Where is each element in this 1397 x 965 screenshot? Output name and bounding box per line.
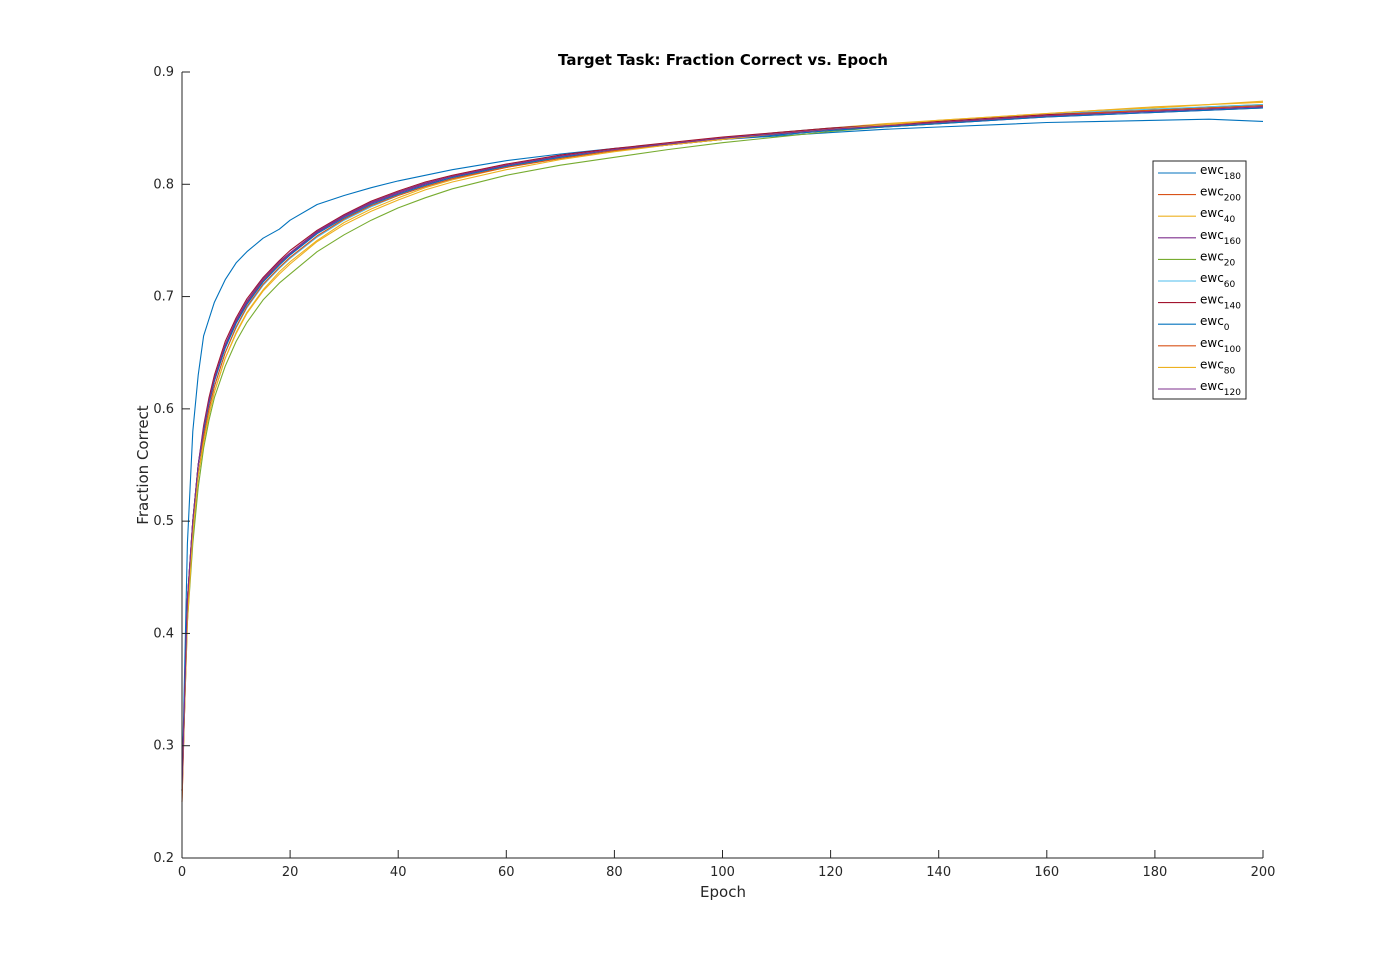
y-tick-label: 0.9: [153, 65, 174, 80]
series-line-ewc-160: [181, 107, 1264, 791]
x-tick-label: 180: [1142, 865, 1167, 880]
y-tick-label: 0.2: [153, 851, 174, 866]
legend: ewc180ewc200ewc40ewc160ewc20ewc60ewc140e…: [1152, 160, 1247, 400]
legend-entry-name: ewc: [1200, 314, 1224, 328]
legend-entry: ewc40: [1200, 206, 1236, 225]
series-line-ewc-120: [181, 106, 1264, 791]
legend-entry: ewc140: [1200, 293, 1241, 312]
legend-entry-name: ewc: [1200, 249, 1224, 263]
legend-entry: ewc60: [1200, 271, 1236, 290]
legend-entry-name: ewc: [1200, 336, 1224, 350]
x-tick-label: 140: [926, 865, 951, 880]
legend-entry: ewc80: [1200, 357, 1236, 376]
x-tick-label: 20: [282, 865, 299, 880]
legend-box: [1152, 160, 1247, 400]
x-axis: 0 20 40 60 80 100 120 140 160 180 200: [178, 850, 1276, 880]
series-line-ewc-100: [181, 105, 1264, 802]
y-tick-label: 0.8: [153, 177, 174, 192]
x-tick-label: 200: [1251, 865, 1276, 880]
x-tick-label: 100: [710, 865, 735, 880]
legend-entry-subscript: 40: [1224, 215, 1236, 225]
legend-entry-name: ewc: [1200, 293, 1224, 307]
legend-entry-name: ewc: [1200, 206, 1224, 220]
series-line-ewc-140: [181, 105, 1264, 791]
x-axis-label: Epoch: [700, 883, 746, 901]
legend-entry-subscript: 0: [1224, 323, 1230, 333]
legend-entry-name: ewc: [1200, 185, 1224, 199]
series-line-ewc-40: [181, 101, 1264, 791]
series-line-ewc-180: [181, 118, 1264, 791]
legend-entry: ewc120: [1200, 379, 1241, 398]
legend-entry: ewc200: [1200, 185, 1241, 204]
legend-entry-subscript: 80: [1224, 366, 1236, 376]
y-tick-label: 0.6: [153, 402, 174, 417]
series-line-ewc-0: [181, 107, 1264, 791]
series-line-ewc-60: [181, 104, 1264, 791]
legend-entry-subscript: 100: [1224, 345, 1241, 355]
legend-entry-subscript: 160: [1224, 237, 1241, 247]
x-tick-label: 40: [390, 865, 407, 880]
y-tick-label: 0.5: [153, 514, 174, 529]
legend-entry: ewc180: [1200, 163, 1241, 182]
legend-entry-subscript: 60: [1224, 280, 1236, 290]
legend-entry: ewc100: [1200, 336, 1241, 355]
y-tick-label: 0.3: [153, 739, 174, 754]
legend-entry: ewc20: [1200, 249, 1236, 268]
x-tick-label: 0: [178, 865, 186, 880]
legend-entry-subscript: 180: [1224, 172, 1241, 182]
legend-entry-name: ewc: [1200, 271, 1224, 285]
legend-entry-name: ewc: [1200, 379, 1224, 393]
series-line-ewc-200: [181, 105, 1264, 802]
y-tick-label: 0.4: [153, 626, 174, 641]
legend-entry-name: ewc: [1200, 357, 1224, 371]
x-tick-label: 60: [498, 865, 515, 880]
y-tick-label: 0.7: [153, 290, 174, 305]
series-line-ewc-80: [181, 100, 1264, 791]
legend-entry-subscript: 20: [1224, 258, 1236, 268]
chart-title: Target Task: Fraction Correct vs. Epoch: [558, 51, 888, 69]
legend-entry-subscript: 120: [1224, 388, 1241, 398]
legend-entry: ewc0: [1200, 314, 1230, 333]
x-tick-label: 160: [1034, 865, 1059, 880]
y-axis-label: Fraction Correct: [134, 405, 152, 525]
series-line-ewc-20: [181, 104, 1264, 791]
legend-entry-subscript: 140: [1224, 302, 1241, 312]
x-tick-label: 80: [606, 865, 623, 880]
legend-entry-name: ewc: [1200, 163, 1224, 177]
legend-entry: ewc160: [1200, 228, 1241, 247]
x-tick-label: 120: [818, 865, 843, 880]
legend-entry-name: ewc: [1200, 228, 1224, 242]
legend-entry-subscript: 200: [1224, 194, 1241, 204]
y-axis: 0.2 0.3 0.4 0.5 0.6 0.7 0.8 0.9: [153, 65, 190, 866]
plot-area: [181, 100, 1264, 802]
